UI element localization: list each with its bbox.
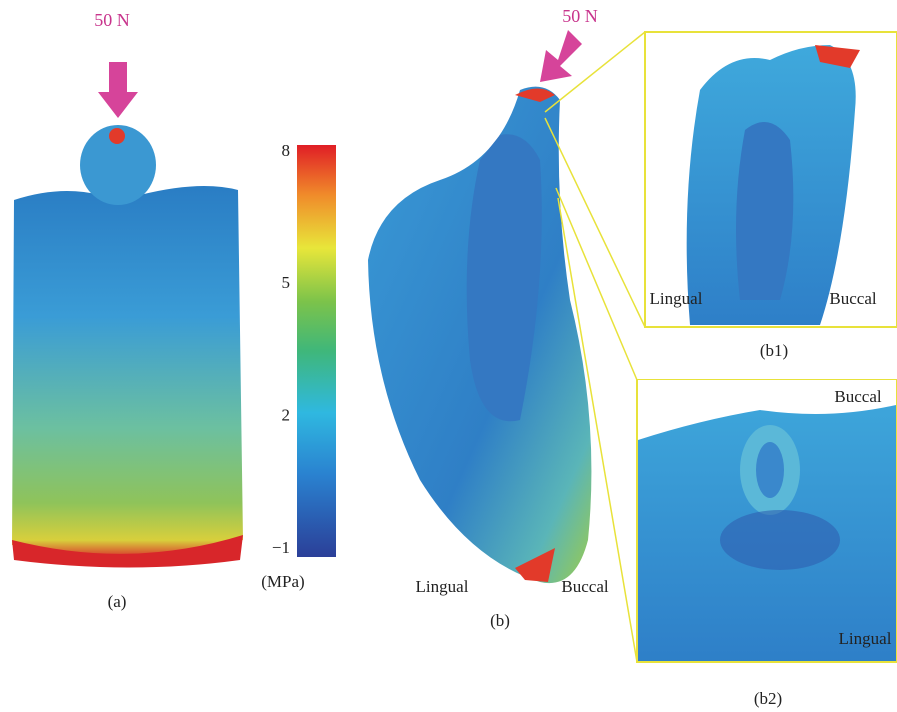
colorbar-unit: (MPa) bbox=[261, 572, 304, 591]
crown bbox=[80, 125, 156, 205]
specimen-a bbox=[12, 186, 243, 559]
panel-label: (b2) bbox=[754, 689, 782, 708]
colorbar-tick-label: 8 bbox=[282, 141, 291, 160]
side-label: Buccal bbox=[829, 289, 876, 308]
colorbar-tick-label: −1 bbox=[272, 538, 290, 557]
load-arrow bbox=[540, 30, 582, 82]
load-spot bbox=[515, 88, 555, 102]
side-label: Buccal bbox=[834, 387, 881, 406]
inset-edge bbox=[638, 380, 896, 440]
panel-label: (b) bbox=[490, 611, 510, 630]
side-label: Lingual bbox=[839, 629, 892, 648]
side-label: Buccal bbox=[561, 577, 608, 596]
stress-spot bbox=[815, 45, 860, 68]
colorbar bbox=[297, 145, 336, 557]
load-arrow bbox=[98, 62, 138, 118]
panel-label: (b1) bbox=[760, 341, 788, 360]
connectors bbox=[544, 31, 646, 663]
side-label: Lingual bbox=[650, 289, 703, 308]
panel-label: (a) bbox=[108, 592, 127, 611]
load-spot bbox=[109, 128, 125, 144]
stress-band bbox=[12, 535, 243, 568]
stress-region bbox=[720, 510, 840, 570]
root-canal bbox=[466, 134, 542, 422]
colorbar-tick-label: 2 bbox=[282, 406, 291, 425]
root-canal bbox=[756, 442, 784, 498]
side-label: Lingual bbox=[416, 577, 469, 596]
load-label: 50 N bbox=[562, 6, 598, 26]
root-canal bbox=[736, 122, 794, 300]
load-label: 50 N bbox=[94, 10, 130, 30]
stress-spot bbox=[515, 548, 555, 582]
colorbar-tick-label: 5 bbox=[282, 273, 291, 292]
